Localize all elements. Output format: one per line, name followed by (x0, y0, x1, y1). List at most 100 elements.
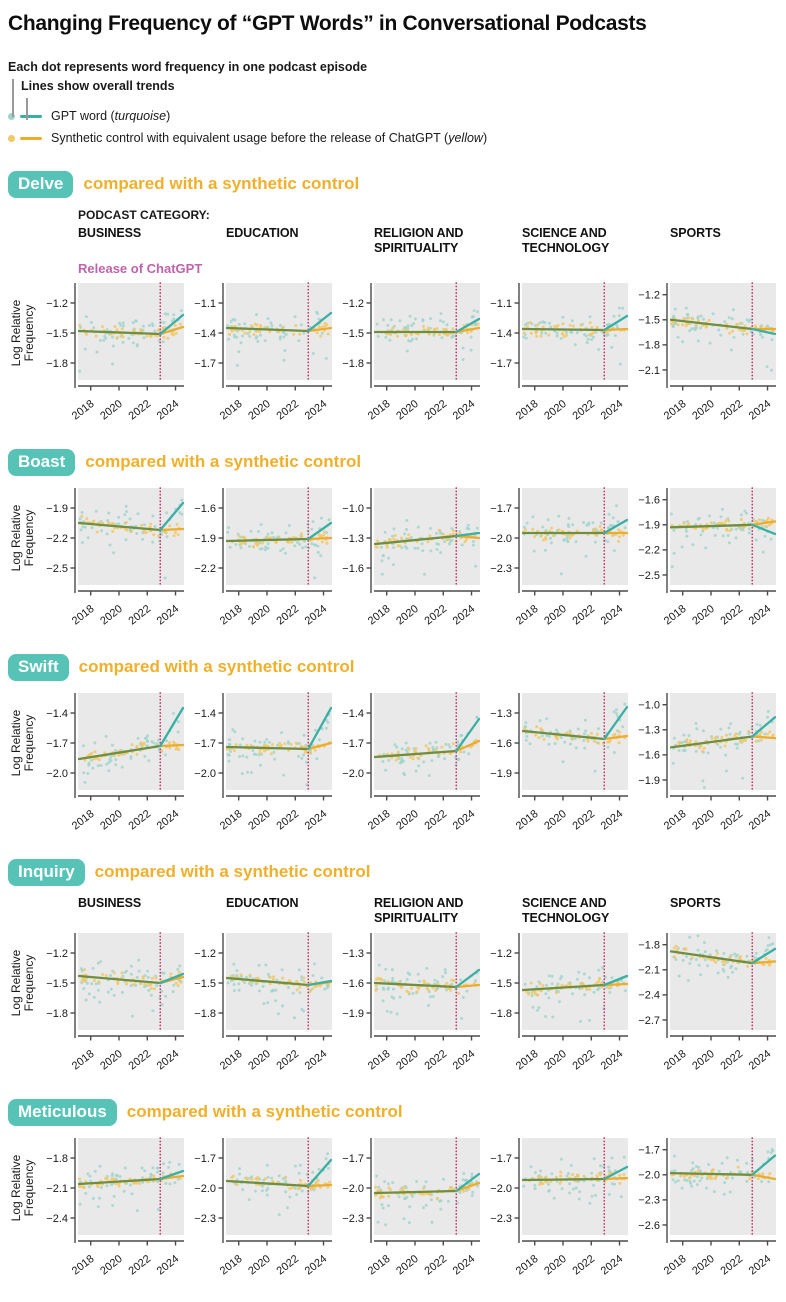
svg-text:2018: 2018 (366, 1253, 393, 1278)
y-tick-labels: −1.7 −2.0 −2.3 (342, 1153, 364, 1225)
svg-text:−1.2: −1.2 (342, 298, 364, 310)
x-tick-labels: 2018 2020 2022 2024 (662, 1253, 773, 1278)
chart-cell: −1.7 −2.0 −2.3 2018 2020 2022 2024 (482, 486, 630, 628)
section-header: Boast compared with a synthetic control (8, 449, 786, 476)
word-badge: Delve (8, 171, 74, 198)
svg-text:2018: 2018 (366, 808, 393, 833)
control-trend-line (603, 327, 628, 332)
svg-text:2020: 2020 (542, 808, 569, 833)
svg-text:2024: 2024 (303, 398, 330, 423)
x-tick-labels: 2018 2020 2022 2024 (514, 1253, 625, 1278)
svg-text:−1.8: −1.8 (342, 358, 364, 370)
svg-text:−2.3: −2.3 (490, 563, 512, 575)
chart-cell: PODCAST CATEGORY: BUSINESS Release of Chat… (38, 208, 210, 423)
y-tick-labels: −1.1 −1.4 −1.7 (490, 298, 512, 370)
x-tick-labels: 2018 2020 2022 2024 (514, 603, 625, 628)
gpt-trend-line (603, 314, 628, 332)
svg-text:2018: 2018 (70, 398, 97, 423)
svg-text:−1.5: −1.5 (638, 315, 660, 327)
scatter-dots (378, 715, 479, 777)
control-trend-line (159, 325, 184, 336)
svg-text:2022: 2022 (570, 603, 597, 628)
svg-text:−1.0: −1.0 (342, 503, 364, 515)
legend-item-gpt: GPT word (turquoise) (8, 109, 786, 123)
control-dot-swatch (8, 134, 15, 142)
svg-text:−2.0: −2.0 (46, 768, 68, 780)
control-trend-line (603, 1176, 628, 1181)
svg-text:2018: 2018 (218, 1253, 245, 1278)
svg-text:2022: 2022 (718, 808, 745, 833)
svg-text:2022: 2022 (422, 1253, 449, 1278)
axes (514, 283, 628, 391)
svg-text:2018: 2018 (514, 808, 541, 833)
svg-text:−1.7: −1.7 (342, 738, 364, 750)
panel-inquiry-business: −1.2 −1.5 −1.8 2018 2020 2022 2024 (46, 932, 184, 1072)
pre-trend-line (374, 981, 458, 989)
axes (514, 488, 628, 596)
svg-text:−2.0: −2.0 (490, 1183, 512, 1195)
x-tick-labels: 2018 2020 2022 2024 (218, 1253, 329, 1278)
svg-text:−1.7: −1.7 (342, 1153, 364, 1165)
y-tick-labels: −1.4 −1.7 −2.0 (342, 708, 364, 780)
svg-text:−1.6: −1.6 (490, 738, 512, 750)
svg-text:−1.5: −1.5 (490, 978, 512, 990)
panel-meticulous-sports: −1.7 −2.0 −2.3 −2.6 2018 2020 2022 2024 (638, 1137, 776, 1278)
word-section-boast: Boast compared with a synthetic control Lo… (8, 449, 786, 628)
panel-delve-education: −1.1 −1.4 −1.7 2018 2020 2022 2024 (194, 282, 332, 423)
svg-text:2022: 2022 (274, 1048, 301, 1073)
svg-text:2024: 2024 (599, 1048, 626, 1073)
panel-inquiry-sports: −1.8 −2.1 −2.4 −2.7 2018 2020 2022 2024 (638, 932, 776, 1073)
svg-text:−1.3: −1.3 (490, 708, 512, 720)
svg-text:2022: 2022 (422, 808, 449, 833)
panel-delve-science-and-technology: −1.1 −1.4 −1.7 2018 2020 2022 2024 (490, 282, 628, 422)
panel-boast-religion-and-spirituality: −1.0 −1.3 −1.6 2018 2020 2022 2024 (342, 487, 480, 628)
gpt-dot-swatch (8, 112, 15, 120)
y-tick-labels: −1.8 −2.1 −2.4 −2.7 (638, 940, 660, 1027)
panel-inquiry-education: −1.2 −1.5 −1.8 2018 2020 2022 2024 (194, 932, 332, 1073)
y-tick-labels: −1.3 −1.6 −1.9 (490, 708, 512, 780)
panel-plot-bg (226, 693, 332, 790)
gpt-trend-line (455, 531, 480, 538)
svg-text:−2.5: −2.5 (46, 563, 68, 575)
scatter-dots (226, 711, 331, 787)
category-header: RELIGION AND SPIRITUALITY (374, 226, 464, 255)
section-header: Swift compared with a synthetic control (8, 654, 786, 681)
panel-swift-science-and-technology: −1.3 −1.6 −1.9 2018 2020 2022 2024 (490, 692, 628, 833)
svg-text:2024: 2024 (451, 1253, 478, 1278)
svg-text:−1.9: −1.9 (490, 768, 512, 780)
control-line-swatch (20, 136, 42, 140)
pre-trend-line (522, 729, 606, 741)
panel-plot-bg (78, 1138, 184, 1235)
x-tick-labels: 2018 2020 2022 2024 (366, 808, 477, 833)
svg-text:−1.9: −1.9 (638, 520, 660, 532)
svg-text:2024: 2024 (451, 603, 478, 628)
svg-text:−1.8: −1.8 (638, 340, 660, 352)
svg-text:2022: 2022 (718, 398, 745, 423)
x-tick-labels: 2018 2020 2022 2024 (218, 398, 329, 423)
svg-text:2020: 2020 (690, 1048, 717, 1073)
y-axis-label: Log Relative Frequency (9, 709, 36, 777)
svg-text:−1.0: −1.0 (638, 700, 660, 712)
pre-trend-line (226, 326, 310, 333)
x-tick-labels: 2018 2020 2022 2024 (366, 398, 477, 423)
svg-text:2024: 2024 (451, 808, 478, 833)
panel-boast-sports: −1.6 −1.9 −2.2 −2.5 2018 2020 2022 2024 (638, 487, 776, 627)
control-trend-line (455, 983, 480, 989)
svg-text:2022: 2022 (718, 1253, 745, 1278)
svg-text:2020: 2020 (98, 808, 125, 833)
control-trend-line (159, 743, 184, 748)
svg-text:2018: 2018 (514, 603, 541, 628)
gpt-trend-line (455, 717, 480, 753)
x-tick-labels: 2018 2020 2022 2024 (70, 1253, 181, 1278)
pre-trend-line (78, 744, 162, 761)
svg-text:−2.1: −2.1 (638, 365, 660, 377)
category-header: SCIENCE AND TECHNOLOGY (522, 896, 610, 925)
legend-item-control: Synthetic control with equivalent usage … (8, 131, 786, 145)
svg-text:2022: 2022 (274, 398, 301, 423)
svg-text:2024: 2024 (303, 603, 330, 628)
y-tick-labels: −1.2 −1.5 −1.8 (46, 948, 68, 1020)
svg-text:2020: 2020 (246, 398, 273, 423)
chart-cell: −1.4 −1.7 −2.0 2018 2020 2022 2024 (186, 691, 334, 833)
svg-text:−2.0: −2.0 (194, 768, 216, 780)
gpt-trend-line (603, 705, 628, 741)
